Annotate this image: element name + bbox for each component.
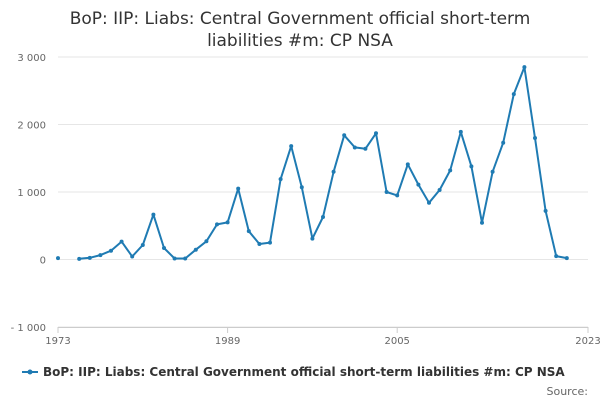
data-point[interactable]: [299, 185, 304, 190]
data-point[interactable]: [384, 190, 389, 194]
data-point[interactable]: [98, 253, 103, 258]
data-point[interactable]: [511, 92, 516, 97]
x-tick-label: 2005: [384, 336, 409, 347]
chart-title-line-2: liabilities #m: CP NSA: [207, 31, 393, 51]
data-point[interactable]: [87, 255, 92, 260]
data-point[interactable]: [554, 254, 559, 259]
data-point[interactable]: [193, 247, 198, 252]
series-layer: [56, 65, 569, 261]
data-point[interactable]: [480, 220, 484, 225]
data-point[interactable]: [458, 129, 463, 134]
x-tick-label: 2023: [575, 336, 600, 347]
data-point[interactable]: [501, 140, 506, 145]
y-tick-label: 3 000: [17, 53, 46, 64]
data-point[interactable]: [543, 208, 548, 213]
data-point[interactable]: [533, 136, 537, 140]
y-tick-label: - 1 000: [11, 323, 46, 334]
data-point[interactable]: [469, 164, 474, 169]
data-point[interactable]: [215, 222, 219, 227]
x-tick-label: 1973: [45, 336, 70, 347]
data-point[interactable]: [268, 240, 272, 245]
credits[interactable]: Source:: [547, 385, 589, 398]
data-point[interactable]: [140, 242, 145, 247]
data-point[interactable]: [352, 145, 357, 150]
data-point[interactable]: [183, 256, 188, 261]
data-point[interactable]: [437, 187, 442, 192]
data-point[interactable]: [236, 186, 241, 191]
data-point[interactable]: [162, 246, 166, 251]
y-tick-label: 1 000: [17, 188, 46, 199]
gridlines: [58, 56, 588, 328]
data-point[interactable]: [289, 144, 294, 149]
data-point[interactable]: [130, 254, 135, 259]
data-point[interactable]: [427, 200, 431, 205]
data-point[interactable]: [257, 241, 262, 246]
data-point[interactable]: [56, 256, 60, 261]
data-point[interactable]: [490, 169, 495, 174]
chart-title-line-1: BoP: IIP: Liabs: Central Government offi…: [70, 9, 531, 29]
data-point[interactable]: [77, 256, 82, 261]
data-point[interactable]: [395, 193, 400, 198]
data-point[interactable]: [225, 220, 230, 225]
y-axis-ticks: 3 000 2 000 1 000 0 - 1 000: [11, 53, 46, 334]
data-point[interactable]: [119, 239, 124, 244]
legend-marker: [27, 369, 33, 375]
data-point[interactable]: [278, 177, 283, 182]
data-point[interactable]: [246, 229, 251, 234]
data-point[interactable]: [109, 248, 113, 253]
y-tick-label: 0: [40, 256, 46, 267]
data-point[interactable]: [310, 236, 315, 241]
data-point[interactable]: [448, 168, 453, 173]
data-point[interactable]: [416, 182, 421, 187]
data-point[interactable]: [564, 256, 569, 261]
series-line[interactable]: [79, 66, 567, 260]
data-point[interactable]: [151, 212, 156, 217]
data-point[interactable]: [204, 239, 209, 244]
data-point[interactable]: [363, 146, 368, 151]
x-tick-label: 1989: [215, 336, 240, 347]
data-point[interactable]: [172, 256, 177, 261]
legend[interactable]: BoP: IIP: Liabs: Central Government offi…: [22, 365, 565, 379]
data-point[interactable]: [321, 214, 325, 219]
data-point[interactable]: [522, 65, 527, 70]
data-point[interactable]: [342, 133, 347, 138]
data-point[interactable]: [331, 169, 336, 174]
legend-label[interactable]: BoP: IIP: Liabs: Central Government offi…: [43, 365, 565, 379]
x-axis: 1973 1989 2005 2023: [45, 327, 600, 347]
y-tick-label: 2 000: [17, 121, 46, 132]
data-point[interactable]: [405, 162, 410, 167]
data-point[interactable]: [374, 131, 378, 136]
